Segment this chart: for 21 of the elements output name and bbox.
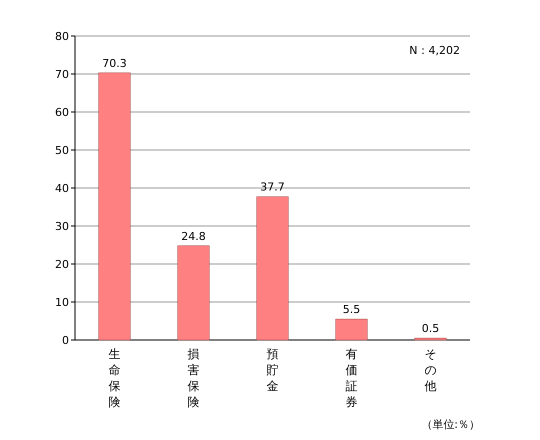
y-tick-label: 70: [55, 68, 69, 81]
annotation: N：4,202: [409, 44, 460, 57]
text: （単位:％）: [421, 418, 480, 431]
x-tick-label: その他: [424, 347, 436, 393]
y-tick-label: 50: [55, 144, 69, 157]
data-label: 70.3: [102, 56, 127, 70]
data-label: 24.8: [181, 230, 206, 243]
x-tick-label: 預貯金: [266, 347, 278, 393]
data-label: 37.7: [260, 180, 285, 194]
data-label: 5.5: [342, 303, 360, 316]
x-tick-label: 有価証券: [346, 347, 358, 409]
y-tick-label: 0: [62, 334, 69, 347]
y-tick-label: 30: [55, 220, 69, 233]
x-tick-label: 生命保険: [108, 347, 120, 409]
y-tick-label: 60: [55, 106, 69, 119]
data-label: 0.5: [422, 322, 440, 336]
y-tick-label: 20: [55, 258, 69, 271]
y-tick-label: 80: [55, 30, 69, 43]
y-tick-label: 10: [55, 296, 69, 309]
y-tick-label: 40: [55, 182, 69, 195]
x-tick-label: 損害保険: [188, 347, 200, 409]
